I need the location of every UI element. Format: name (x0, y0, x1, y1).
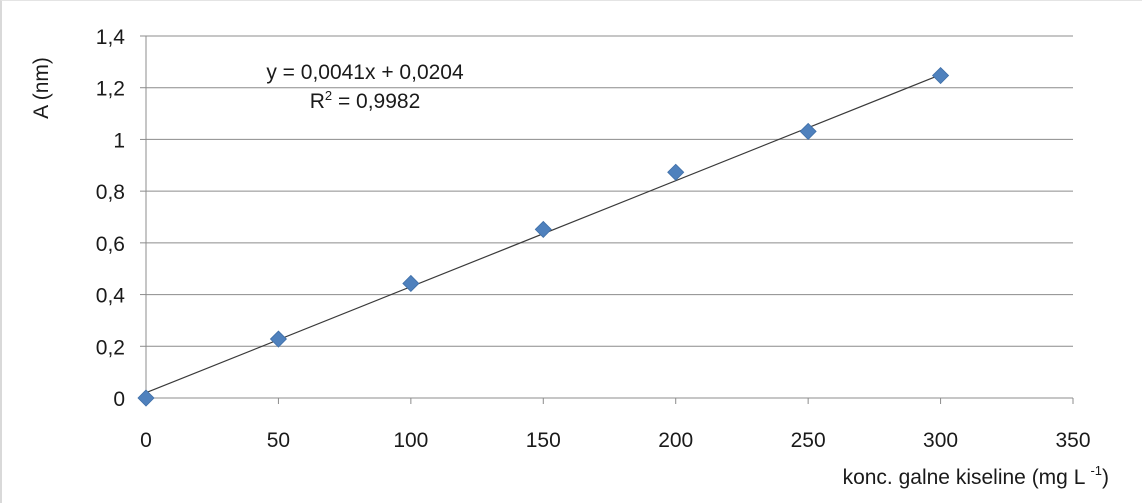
x-tick-labels: 0 50 100 150 200 250 300 350 (140, 429, 1090, 452)
y-tick-label: 0,4 (96, 285, 126, 308)
y-tick-label: 0,6 (96, 233, 125, 256)
x-tick-label: 200 (658, 429, 693, 452)
r-squared-label: R2 = 0,9982 (310, 88, 421, 113)
x-tick-label: 150 (526, 429, 561, 452)
data-point (137, 389, 155, 407)
data-point (799, 122, 817, 140)
data-point (269, 330, 287, 348)
data-point (534, 220, 552, 238)
x-tick-label: 350 (1055, 429, 1090, 452)
x-tick-label: 250 (791, 429, 826, 452)
data-points (137, 66, 950, 407)
y-tick-label: 1 (113, 129, 125, 152)
y-tick-label: 0,8 (96, 181, 125, 204)
trendline-equation: y = 0,0041x + 0,0204 (266, 61, 464, 84)
data-point (667, 163, 685, 181)
x-axis-title: konc. galne kiseline (mg L -1) (843, 463, 1109, 489)
y-tick-label: 1,4 (96, 26, 126, 49)
x-tick-label: 0 (140, 429, 152, 452)
data-point (932, 66, 950, 85)
data-point (402, 274, 420, 293)
x-tick-label: 300 (923, 429, 958, 452)
y-tick-labels: 0 0,2 0,4 0,6 0,8 1 1,2 1,4 (96, 26, 126, 411)
y-tick-label: 1,2 (96, 78, 125, 101)
y-axis-title: A (nm) (30, 57, 53, 119)
axes (140, 35, 1074, 404)
y-tick-label: 0,2 (96, 336, 125, 359)
y-tick-label: 0 (113, 388, 125, 411)
x-tick-label: 50 (267, 429, 290, 452)
gridlines (146, 35, 1073, 347)
x-tick-label: 100 (393, 429, 428, 452)
